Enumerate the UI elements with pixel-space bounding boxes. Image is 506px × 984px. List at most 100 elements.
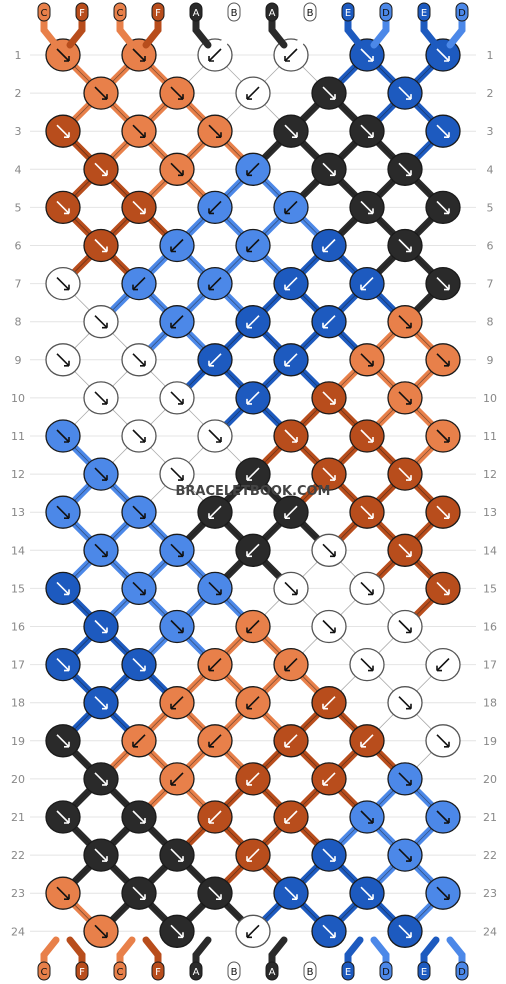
arrow-head-icon xyxy=(170,703,176,710)
arrow-head-icon xyxy=(330,398,336,405)
arrow-down-left-icon xyxy=(246,772,260,786)
arrow-down-right-icon xyxy=(398,848,412,862)
knot xyxy=(235,228,271,263)
arrow-head-icon xyxy=(140,360,146,367)
knot xyxy=(425,266,461,301)
row-number-right: 23 xyxy=(483,887,497,900)
knot xyxy=(311,609,347,644)
strand-tag-bottom xyxy=(227,961,241,981)
arrow-down-right-icon xyxy=(360,886,374,900)
strand-tag-top xyxy=(455,2,469,22)
arrow-down-left-icon xyxy=(208,734,222,748)
strand-tag-top xyxy=(341,2,355,22)
arrow-head-icon xyxy=(330,932,336,939)
arrow-down-left-icon xyxy=(246,543,260,557)
knot xyxy=(311,457,347,491)
knot xyxy=(159,533,195,567)
strand-tag-bottom xyxy=(151,961,165,981)
arrow-down-right-icon xyxy=(208,429,222,443)
arrow-down-right-icon xyxy=(284,429,298,443)
arrow-down-right-icon xyxy=(132,658,146,672)
arrow-down-left-icon xyxy=(208,48,222,62)
strand-label-bottom: D xyxy=(382,967,390,978)
strand-label-top: D xyxy=(458,8,466,19)
row-number-right: 17 xyxy=(483,659,497,672)
arrow-down-right-icon xyxy=(94,696,108,710)
arrow-down-right-icon xyxy=(322,619,336,634)
arrow-head-icon xyxy=(178,932,184,939)
arrow-down-left-icon xyxy=(284,48,298,62)
arrow-down-right-icon xyxy=(322,924,336,938)
row-number-right: 4 xyxy=(487,163,494,176)
arrow-down-right-icon xyxy=(56,734,70,748)
arrow-down-left-icon xyxy=(284,505,298,519)
strand-tag-top xyxy=(151,2,165,22)
arrow-head-icon xyxy=(292,589,298,596)
arrow-down-right-icon xyxy=(436,505,450,519)
knot xyxy=(121,343,157,377)
arrow-head-icon xyxy=(368,132,374,138)
arrow-down-right-icon xyxy=(398,772,412,786)
arrow-down-right-icon xyxy=(132,124,146,138)
arrow-head-icon xyxy=(406,398,412,405)
arrow-head-icon xyxy=(64,665,70,672)
arrow-head-icon xyxy=(132,284,138,291)
arrow-head-icon xyxy=(246,703,252,710)
knot xyxy=(159,914,195,948)
arrow-head-icon xyxy=(284,741,290,748)
arrow-head-icon xyxy=(178,170,184,177)
strand-tag-top xyxy=(303,2,317,22)
row-number-right: 24 xyxy=(483,925,497,938)
strand-label-top: B xyxy=(307,8,314,19)
arrow-head-icon xyxy=(406,94,412,100)
row-number-left: 6 xyxy=(15,240,22,253)
knot xyxy=(235,762,271,796)
arrow-down-left-icon xyxy=(284,810,298,824)
row-number-left: 9 xyxy=(15,354,22,367)
arrow-down-right-icon xyxy=(284,886,298,900)
arrow-head-icon xyxy=(208,56,214,62)
arrow-down-right-icon xyxy=(94,86,108,100)
knot xyxy=(273,876,309,910)
arrow-down-right-icon xyxy=(132,48,146,62)
row-number-right: 8 xyxy=(487,316,494,329)
knot xyxy=(311,381,347,415)
arrow-down-right-icon xyxy=(436,581,450,595)
arrow-down-right-icon xyxy=(360,429,374,443)
row-number-right: 18 xyxy=(483,697,497,710)
arrow-head-icon xyxy=(444,360,450,367)
knot xyxy=(45,571,81,606)
knot xyxy=(197,876,233,910)
strand-label-bottom: F xyxy=(79,967,85,978)
arrow-head-icon xyxy=(64,589,70,596)
arrow-head-icon xyxy=(208,284,214,291)
knot xyxy=(387,76,423,110)
arrow-head-icon xyxy=(406,856,412,862)
arrow-head-icon xyxy=(64,894,70,900)
arrow-down-right-icon xyxy=(56,124,70,138)
knot xyxy=(425,571,461,606)
row-number-right: 1 xyxy=(487,49,494,62)
strand-label-bottom: B xyxy=(307,967,314,978)
arrow-down-right-icon xyxy=(170,86,184,100)
knot xyxy=(83,686,119,720)
strand-tag-bottom xyxy=(265,961,279,981)
arrow-head-icon xyxy=(368,818,374,824)
arrow-head-icon xyxy=(140,437,146,443)
arrow-head-icon xyxy=(170,322,176,329)
arrow-head-icon xyxy=(64,818,70,824)
arrow-head-icon xyxy=(444,208,450,215)
row-number-right: 19 xyxy=(483,735,497,748)
arrow-head-icon xyxy=(368,513,374,519)
arrow-head-icon xyxy=(102,322,108,329)
arrow-down-right-icon xyxy=(56,886,70,900)
knot xyxy=(387,228,423,263)
arrow-down-right-icon xyxy=(360,48,374,62)
arrow-head-icon xyxy=(368,437,374,443)
arrow-head-icon xyxy=(208,360,214,367)
arrow-down-left-icon xyxy=(246,391,260,405)
knot xyxy=(273,114,309,148)
arrow-head-icon xyxy=(208,665,214,672)
row-number-left: 10 xyxy=(11,392,25,405)
